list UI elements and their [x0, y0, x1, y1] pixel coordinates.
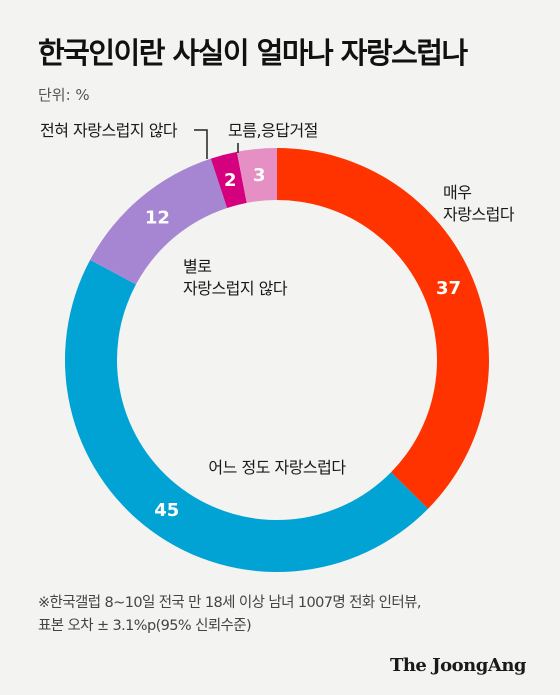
donut-slice-1	[65, 259, 429, 572]
source-note-line-2: 표본 오차 ± 3.1%p(95% 신뢰수준)	[38, 618, 252, 634]
slice-value-4: 3	[253, 165, 266, 186]
category-label-2-1: 자랑스럽지 않다	[183, 279, 288, 298]
slice-value-2: 12	[145, 208, 170, 229]
brand-logo: The JoongAng	[389, 655, 527, 676]
category-label-4-0: 모름,응답거절	[228, 121, 318, 140]
donut-slice-3	[210, 151, 247, 208]
slice-value-1: 45	[154, 500, 179, 521]
unit-label: 단위: %	[38, 86, 90, 104]
donut-slice-4	[236, 148, 277, 203]
category-label-3-0: 전혀 자랑스럽지 않다	[40, 121, 178, 140]
slice-value-3: 2	[224, 170, 237, 191]
slice-value-0: 37	[436, 278, 461, 299]
source-note: ※한국갤럽 8~10일 전국 만 18세 이상 남녀 1007명 전화 인터뷰,…	[38, 592, 421, 638]
category-label-1-0: 어느 정도 자랑스럽다	[208, 458, 346, 477]
leader-line-never	[194, 129, 208, 159]
category-label-2-0: 별로	[183, 257, 211, 276]
category-label-0-0: 매우	[443, 183, 471, 202]
chart-title: 한국인이란 사실이 얼마나 자랑스럽나	[38, 36, 468, 70]
donut-slice-0	[277, 148, 490, 509]
donut-slice-2	[90, 158, 228, 285]
category-label-0-1: 자랑스럽다	[443, 205, 515, 224]
source-note-line-1: ※한국갤럽 8~10일 전국 만 18세 이상 남녀 1007명 전화 인터뷰,	[38, 595, 421, 611]
